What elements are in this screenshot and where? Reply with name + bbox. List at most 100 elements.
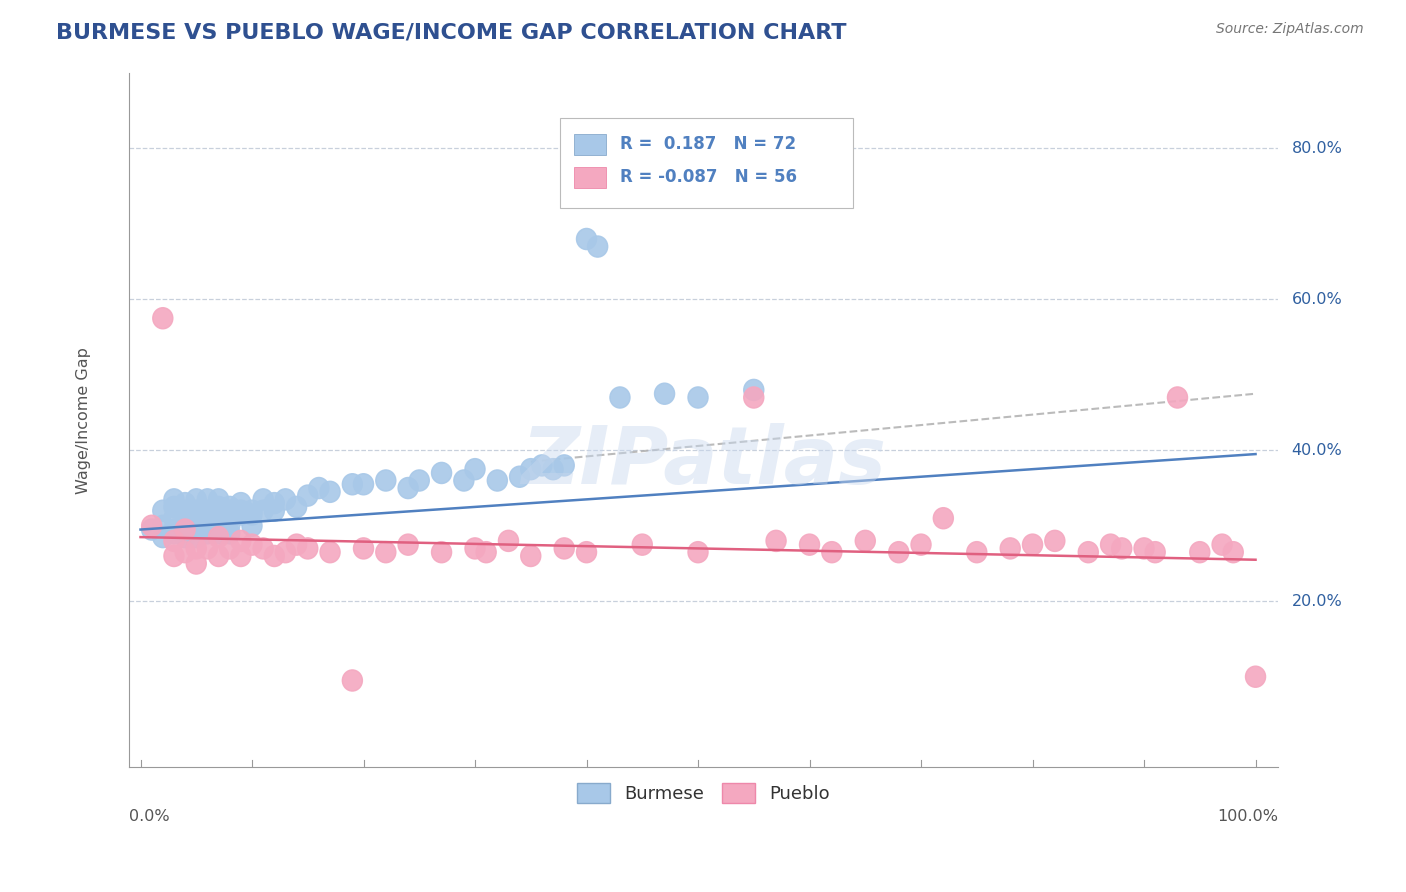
Ellipse shape (554, 538, 574, 559)
Ellipse shape (911, 534, 931, 555)
Ellipse shape (1144, 541, 1166, 563)
Ellipse shape (465, 538, 485, 559)
Ellipse shape (186, 538, 207, 559)
Text: R = -0.087   N = 56: R = -0.087 N = 56 (620, 168, 797, 186)
Text: BURMESE VS PUEBLO WAGE/INCOME GAP CORRELATION CHART: BURMESE VS PUEBLO WAGE/INCOME GAP CORREL… (56, 22, 846, 42)
Text: Source: ZipAtlas.com: Source: ZipAtlas.com (1216, 22, 1364, 37)
Ellipse shape (165, 519, 184, 541)
Ellipse shape (744, 387, 763, 408)
Ellipse shape (153, 526, 173, 548)
Ellipse shape (477, 541, 496, 563)
Ellipse shape (176, 519, 195, 541)
Ellipse shape (264, 545, 284, 566)
Ellipse shape (186, 508, 207, 529)
Ellipse shape (432, 462, 451, 483)
Text: R =  0.187   N = 72: R = 0.187 N = 72 (620, 136, 796, 153)
Ellipse shape (219, 516, 240, 536)
Ellipse shape (855, 531, 876, 551)
Ellipse shape (186, 526, 207, 548)
Ellipse shape (253, 500, 273, 521)
FancyBboxPatch shape (560, 118, 853, 209)
Ellipse shape (219, 500, 240, 521)
Ellipse shape (398, 477, 418, 499)
Ellipse shape (499, 531, 519, 551)
Ellipse shape (298, 485, 318, 506)
Ellipse shape (165, 531, 184, 551)
FancyBboxPatch shape (574, 134, 606, 155)
Ellipse shape (353, 474, 374, 495)
Ellipse shape (655, 384, 675, 404)
Ellipse shape (242, 504, 262, 525)
Ellipse shape (1167, 387, 1188, 408)
Ellipse shape (531, 455, 553, 476)
Ellipse shape (821, 541, 842, 563)
Text: Wage/Income Gap: Wage/Income Gap (76, 347, 91, 493)
Ellipse shape (276, 489, 295, 510)
Ellipse shape (520, 545, 541, 566)
Ellipse shape (231, 545, 250, 566)
Ellipse shape (1212, 534, 1232, 555)
Ellipse shape (287, 496, 307, 517)
Ellipse shape (287, 534, 307, 555)
Ellipse shape (208, 516, 229, 536)
Ellipse shape (454, 470, 474, 491)
Ellipse shape (1000, 538, 1021, 559)
Ellipse shape (253, 538, 273, 559)
Ellipse shape (688, 541, 709, 563)
Ellipse shape (186, 553, 207, 574)
Legend: Burmese, Pueblo: Burmese, Pueblo (571, 776, 837, 810)
Ellipse shape (1189, 541, 1209, 563)
Ellipse shape (800, 534, 820, 555)
FancyBboxPatch shape (574, 167, 606, 187)
Text: 100.0%: 100.0% (1216, 809, 1278, 824)
Ellipse shape (208, 523, 229, 544)
Ellipse shape (176, 526, 195, 548)
Ellipse shape (309, 477, 329, 499)
Ellipse shape (219, 523, 240, 544)
Ellipse shape (242, 500, 262, 521)
Ellipse shape (520, 458, 541, 480)
Ellipse shape (208, 496, 229, 517)
Ellipse shape (543, 458, 564, 480)
Ellipse shape (242, 534, 262, 555)
Ellipse shape (276, 541, 295, 563)
Ellipse shape (554, 455, 574, 476)
Ellipse shape (231, 504, 250, 525)
Ellipse shape (219, 538, 240, 559)
Ellipse shape (576, 228, 596, 250)
Ellipse shape (153, 308, 173, 329)
Ellipse shape (432, 541, 451, 563)
Ellipse shape (208, 508, 229, 529)
Ellipse shape (766, 531, 786, 551)
Ellipse shape (688, 387, 709, 408)
Ellipse shape (342, 670, 363, 691)
Ellipse shape (176, 519, 195, 541)
Ellipse shape (264, 492, 284, 514)
Ellipse shape (197, 538, 218, 559)
Ellipse shape (208, 500, 229, 521)
Ellipse shape (231, 500, 250, 521)
Ellipse shape (744, 379, 763, 401)
Ellipse shape (1135, 538, 1154, 559)
Ellipse shape (242, 516, 262, 536)
Ellipse shape (321, 482, 340, 502)
Ellipse shape (321, 541, 340, 563)
Text: 60.0%: 60.0% (1292, 292, 1343, 307)
Ellipse shape (1022, 534, 1043, 555)
Ellipse shape (197, 516, 218, 536)
Ellipse shape (488, 470, 508, 491)
Ellipse shape (197, 500, 218, 521)
Ellipse shape (342, 474, 363, 495)
Ellipse shape (1045, 531, 1064, 551)
Ellipse shape (165, 489, 184, 510)
Ellipse shape (208, 526, 229, 548)
Ellipse shape (253, 489, 273, 510)
Ellipse shape (165, 523, 184, 544)
Ellipse shape (208, 545, 229, 566)
Ellipse shape (176, 504, 195, 525)
Ellipse shape (142, 516, 162, 536)
Ellipse shape (197, 489, 218, 510)
Ellipse shape (1112, 538, 1132, 559)
Ellipse shape (142, 519, 162, 541)
Ellipse shape (197, 511, 218, 533)
